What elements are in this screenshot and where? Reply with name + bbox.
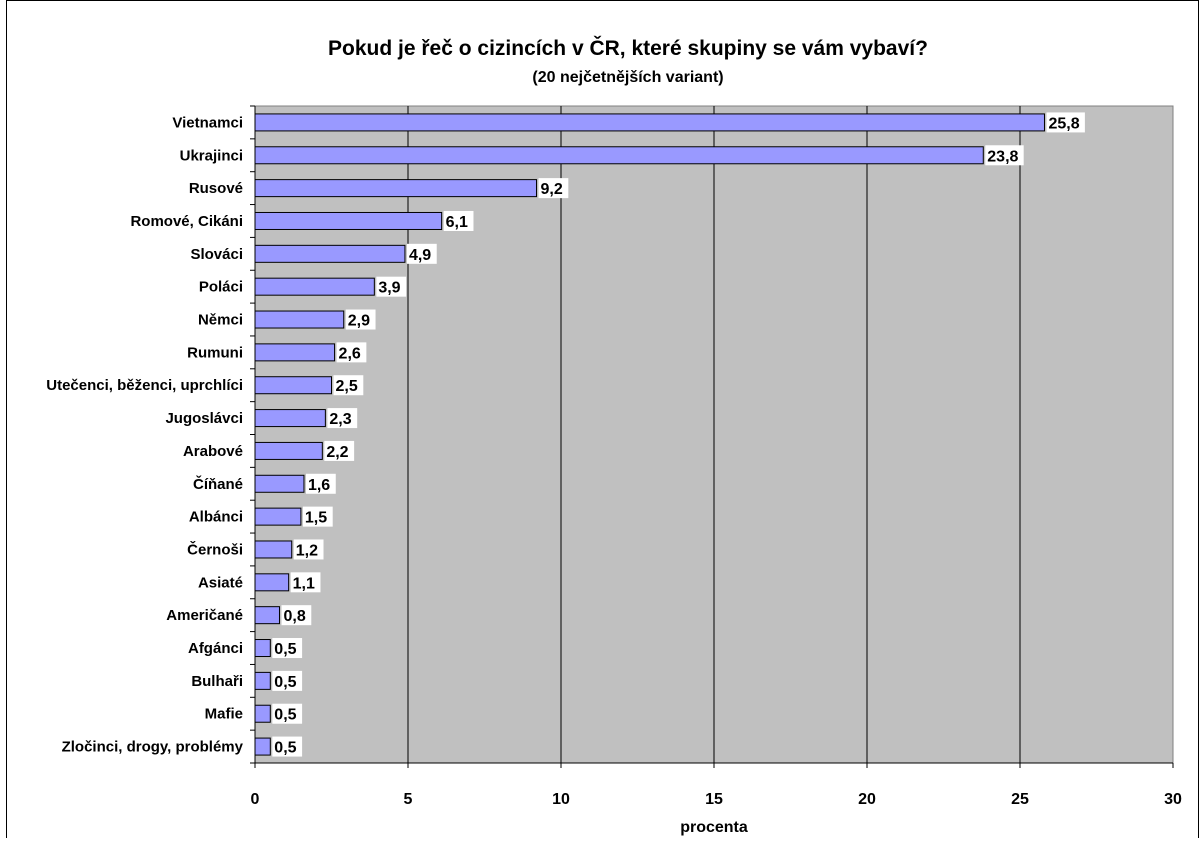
data-label: 0,5: [274, 740, 296, 757]
category-label: Američané: [166, 607, 243, 624]
data-label: 2,3: [329, 411, 351, 428]
x-tick-label: 10: [552, 791, 570, 808]
data-label-bg: [985, 145, 1024, 166]
bar: [254, 573, 290, 592]
data-label: 0,5: [274, 674, 296, 691]
category-label: Jugoslávci: [165, 410, 243, 427]
category-label: Slováci: [190, 246, 243, 263]
data-label: 2,6: [339, 345, 361, 362]
data-label: 2,2: [326, 444, 348, 461]
data-label-bg: [302, 506, 333, 527]
x-tick-label: 25: [1011, 791, 1029, 808]
data-label-bg: [305, 473, 336, 494]
data-label: 1,2: [296, 542, 318, 559]
x-tick-label: 20: [858, 791, 876, 808]
data-label-bg: [281, 605, 312, 626]
data-label: 9,2: [541, 181, 563, 198]
data-label: 3,9: [378, 280, 400, 297]
category-label: Arabové: [183, 443, 243, 460]
category-label: Vietnamci: [172, 114, 243, 131]
bar: [254, 113, 1045, 132]
data-label-bg: [406, 243, 437, 264]
category-label: Romové, Cikáni: [130, 213, 243, 230]
data-label-bg: [324, 440, 355, 461]
category-label: Černoši: [187, 540, 243, 558]
category-label: Rusové: [189, 180, 243, 197]
bar: [254, 376, 332, 395]
category-label: Rumuni: [187, 344, 243, 361]
data-label-bg: [272, 638, 303, 659]
x-tick-label: 30: [1164, 791, 1182, 808]
data-label: 1,1: [293, 575, 315, 592]
data-label-bg: [272, 703, 303, 724]
category-label: Mafie: [205, 706, 243, 723]
x-tick-label: 15: [705, 791, 723, 808]
bar: [254, 441, 323, 460]
data-label-bg: [327, 408, 358, 429]
bar: [254, 277, 375, 296]
chart-title: Pokud je řeč o cizincích v ČR, které sku…: [328, 36, 928, 60]
data-label-bg: [443, 210, 474, 231]
category-label: Albánci: [189, 509, 243, 526]
bar: [254, 704, 271, 723]
category-label: Poláci: [199, 279, 243, 296]
bar: [254, 639, 271, 658]
bar: [254, 474, 305, 493]
data-label: 0,8: [283, 608, 305, 625]
data-label-bg: [376, 276, 407, 297]
data-label: 0,5: [274, 641, 296, 658]
bar: [254, 671, 271, 690]
data-label-bg: [345, 309, 376, 330]
bar: [254, 409, 326, 428]
data-label: 1,6: [308, 477, 330, 494]
data-label-bg: [333, 375, 364, 396]
chart-subtitle: (20 nejčetnějších variant): [532, 69, 723, 86]
bar: [254, 310, 345, 329]
category-label: Zločinci, drogy, problémy: [62, 739, 244, 756]
data-label: 6,1: [446, 214, 468, 231]
data-label: 25,8: [1048, 115, 1079, 132]
bar: [254, 606, 280, 625]
data-label: 4,9: [409, 247, 431, 264]
category-label: Utečenci, běženci, uprchlíci: [46, 377, 243, 394]
data-label: 2,9: [348, 313, 370, 330]
category-label: Afgánci: [188, 640, 243, 657]
data-label: 2,5: [336, 378, 358, 395]
data-label-bg: [293, 539, 324, 560]
bar: [254, 244, 406, 263]
category-label: Asiaté: [198, 574, 243, 591]
data-label-bg: [336, 342, 367, 363]
data-label: 0,5: [274, 707, 296, 724]
data-label-bg: [538, 178, 569, 199]
category-label: Bulhaři: [191, 673, 243, 690]
bar: [254, 146, 984, 165]
category-label: Ukrajinci: [180, 147, 243, 164]
category-label: Číňané: [193, 475, 243, 493]
x-axis-label: procenta: [680, 819, 748, 836]
data-label-bg: [1046, 112, 1085, 133]
bar: [254, 343, 336, 362]
data-label-bg: [272, 670, 303, 691]
data-label: 23,8: [987, 148, 1018, 165]
chart-frame: [6, 0, 1199, 838]
data-label: 1,5: [305, 510, 327, 527]
bar: [254, 540, 293, 559]
category-label: Němci: [198, 312, 243, 329]
bar: [254, 737, 271, 756]
bar: [254, 211, 443, 230]
bar: [254, 507, 302, 526]
x-tick-label: 0: [251, 791, 260, 808]
data-label-bg: [290, 572, 321, 593]
x-tick-label: 5: [404, 791, 413, 808]
data-label-bg: [272, 736, 303, 757]
bar: [254, 179, 538, 198]
